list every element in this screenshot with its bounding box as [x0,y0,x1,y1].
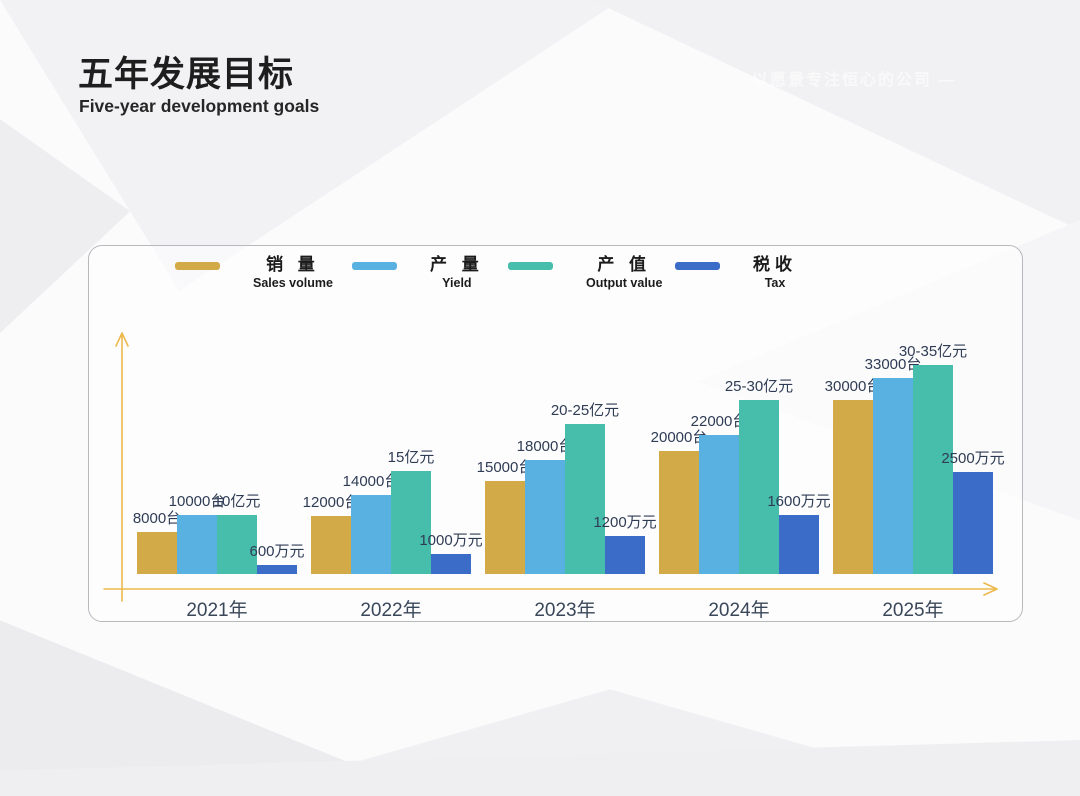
legend-swatch [352,262,397,270]
bar-yield: 18000台 [517,438,573,574]
bar-value-label: 18000台 [516,438,574,455]
bar-rect [217,515,257,574]
x-axis-label-2024年: 2024年 [708,600,770,621]
legend-item-yield: 产 量 Yield [352,253,484,291]
bar-value-label: 10亿元 [213,493,261,510]
bar-group-2021年: 8000台 10000台 10亿元 600万元 [133,493,305,574]
x-axis-label-2023年: 2023年 [534,600,596,621]
legend-label-zh: 销 量 [266,255,320,274]
bar-value-label: 30000台 [824,378,882,395]
bar-yield: 33000台 [865,356,921,574]
bar-sales-volume: 8000台 [133,510,181,574]
legend-label-zh: 产 值 [597,255,652,274]
bar-value-label: 22000台 [690,413,748,430]
bar-tax: 1600万元 [767,493,831,574]
bar-group-2023年: 15000台 18000台 20-25亿元 1200万元 [477,402,657,574]
legend-text: 产 值 Output value [586,253,662,291]
bar-sales-volume: 20000台 [651,429,707,574]
page-subtitle: Five-year development goals [79,96,320,116]
bar-rect [699,435,739,574]
bar-sales-volume: 30000台 [825,378,881,574]
bar-yield: 10000台 [169,493,225,574]
bar-output-value: 10亿元 [214,493,260,574]
bar-value-label: 33000台 [864,356,922,373]
watermark-text: 以愿景专注恒心的公司 — [752,72,957,89]
bar-output-value: 20-25亿元 [551,402,619,574]
x-axis-label-2022年: 2022年 [360,600,422,621]
bar-value-label: 20000台 [650,429,708,446]
bar-rect [659,451,699,574]
bar-tax: 2500万元 [941,450,1005,574]
bar-value-label: 1600万元 [767,493,831,510]
bars-area: 8000台 10000台 10亿元 600万元 12000台 14000台 15亿元 1000… [133,330,1005,574]
bar-value-label: 1000万元 [419,532,483,549]
legend-label-en: Output value [586,276,663,290]
bar-rect [485,481,525,574]
bar-rect [525,460,565,574]
bar-value-label: 25-30亿元 [724,378,794,395]
bar-value-label: 12000台 [302,494,360,511]
bar-rect [137,532,177,574]
legend-text: 产 量 Yield [430,253,484,291]
bar-sales-volume: 12000台 [303,494,359,574]
bar-rect [431,554,471,574]
axis-lines [103,332,998,602]
bar-rect [913,365,953,574]
bar-rect [351,495,391,574]
bar-value-label: 30-35亿元 [898,343,968,360]
x-axis-label-2021年: 2021年 [186,600,248,621]
bar-output-value: 15亿元 [388,449,434,574]
bar-output-value: 30-35亿元 [899,343,967,574]
legend-label-zh: 税收 [753,255,797,274]
bar-sales-volume: 15000台 [477,459,533,574]
bar-group-2025年: 30000台 33000台 30-35亿元 2500万元 [825,343,1005,574]
bar-value-label: 8000台 [132,510,182,527]
bar-value-label: 15亿元 [387,449,435,466]
legend-label-en: Yield [442,276,472,290]
bar-rect [177,515,217,574]
bar-rect [779,515,819,574]
legend-swatch [508,262,553,270]
bar-rect [565,424,605,574]
bar-yield: 22000台 [691,413,747,574]
bar-yield: 14000台 [343,473,399,574]
bar-group-2022年: 12000台 14000台 15亿元 1000万元 [303,449,483,574]
bar-rect [257,565,297,574]
bar-tax: 1000万元 [419,532,483,574]
bar-rect [391,471,431,574]
bar-tax: 600万元 [249,543,305,574]
bar-rect [311,516,351,574]
x-axis-label-2025年: 2025年 [882,600,944,621]
bar-rect [953,472,993,574]
legend-swatch [175,262,220,270]
bar-value-label: 14000台 [342,473,400,490]
bar-rect [833,400,873,574]
legend-item-tax: 税收 Tax [675,253,797,291]
legend-text: 销 量 Sales volume [253,253,333,291]
legend-item-output-value: 产 值 Output value [508,253,662,291]
page-title: 五年发展目标 [78,55,295,94]
legend-item-sales-volume: 销 量 Sales volume [175,253,333,291]
legend-text: 税收 Tax [753,253,797,291]
bar-value-label: 2500万元 [941,450,1005,467]
bar-group-2024年: 20000台 22000台 25-30亿元 1600万元 [651,378,831,574]
legend-label-en: Sales volume [253,276,333,290]
bar-rect [873,378,913,574]
x-axis-labels: 2021年 2022年 2023年 2024年 2025年 [137,595,993,622]
bar-rect [605,536,645,574]
bar-value-label: 20-25亿元 [550,402,620,419]
bar-value-label: 10000台 [168,493,226,510]
legend-label-zh: 产 量 [430,255,484,274]
bar-value-label: 15000台 [476,459,534,476]
legend-label-en: Tax [764,276,786,290]
bar-rect [739,400,779,574]
legend-swatch [675,262,720,270]
bar-value-label: 1200万元 [593,514,657,531]
bar-value-label: 600万元 [249,543,305,560]
bar-output-value: 25-30亿元 [725,378,793,574]
bar-tax: 1200万元 [593,514,657,574]
